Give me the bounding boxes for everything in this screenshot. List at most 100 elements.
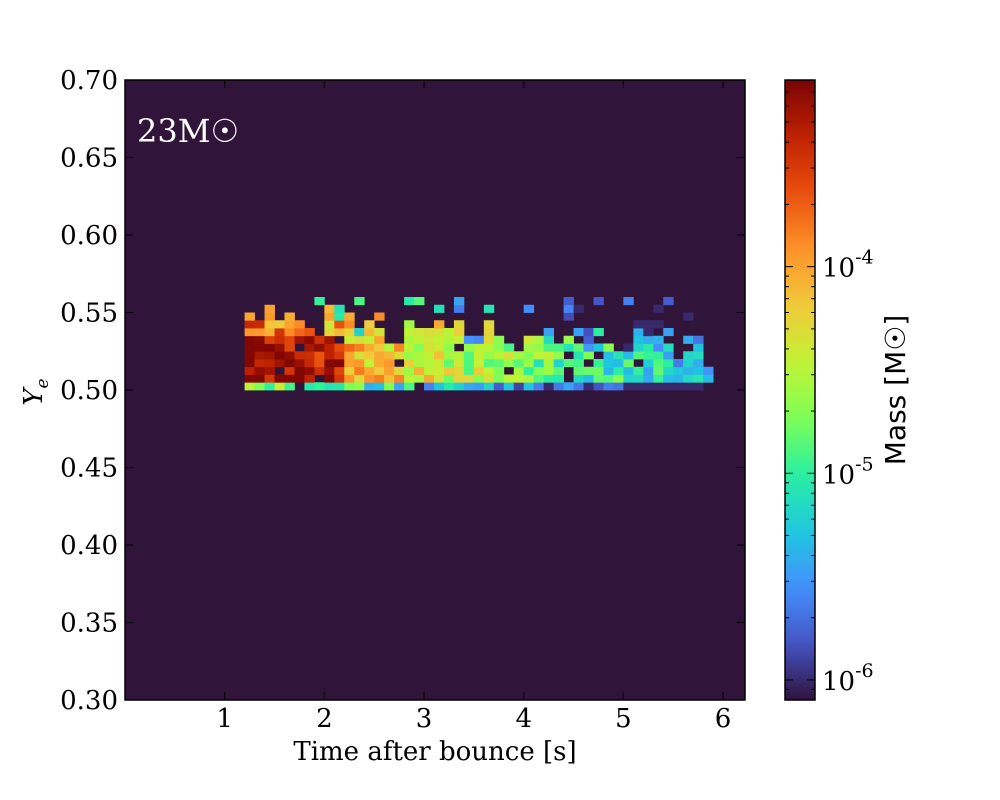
heatmap-cell <box>274 351 285 360</box>
heatmap-cell <box>693 366 704 375</box>
heatmap-cell <box>264 312 275 321</box>
y-tick-label: 0.30 <box>60 686 118 716</box>
heatmap-cell <box>643 382 654 391</box>
heatmap-cell <box>414 359 425 368</box>
heatmap-cell <box>473 359 485 368</box>
heatmap-cell <box>304 328 315 337</box>
heatmap-cell <box>593 366 604 375</box>
heatmap-cell <box>404 382 415 391</box>
heatmap-cell <box>414 297 425 306</box>
heatmap-cell <box>284 374 295 383</box>
heatmap-cell <box>483 374 495 383</box>
heatmap-cell <box>384 351 395 360</box>
heatmap-cell <box>653 359 664 368</box>
heatmap-cell <box>443 374 455 383</box>
heatmap-cell <box>593 328 604 337</box>
heatmap-cell <box>404 320 415 329</box>
heatmap-cell <box>324 382 335 391</box>
heatmap-cell <box>563 312 574 321</box>
colorbar-tick-label: 10-4 <box>822 247 874 284</box>
heatmap-cell <box>404 374 415 383</box>
heatmap-cell <box>563 335 574 344</box>
heatmap-cell <box>274 343 285 352</box>
heatmap-cell <box>483 335 495 344</box>
heatmap-cell <box>483 366 495 375</box>
heatmap-cell <box>254 374 265 383</box>
heatmap-cell <box>673 382 684 391</box>
heatmap-cell <box>673 374 684 383</box>
heatmap-cell <box>274 359 285 368</box>
heatmap-cell <box>603 382 614 391</box>
heatmap-cell <box>344 320 355 329</box>
heatmap-cell <box>304 374 315 383</box>
heatmap-cell <box>254 359 265 368</box>
heatmap-cell <box>603 359 614 368</box>
heatmap-cell <box>643 320 654 329</box>
heatmap-cell <box>443 328 455 337</box>
heatmap-cell <box>593 374 604 383</box>
colorbar-tick-label: 10-5 <box>822 453 874 490</box>
heatmap-cell <box>334 359 345 368</box>
heatmap-cell <box>424 374 435 383</box>
heatmap-cell <box>543 351 555 360</box>
heatmap-cell <box>364 359 375 368</box>
heatmap-cell <box>463 351 475 360</box>
heatmap-cell <box>643 343 654 352</box>
heatmap-cell <box>284 312 295 321</box>
heatmap-cell <box>414 328 425 337</box>
heatmap-cell <box>633 335 644 344</box>
heatmap-cell <box>633 374 644 383</box>
heatmap-cell <box>553 374 564 383</box>
heatmap-cell <box>344 351 355 360</box>
heatmap-cell <box>354 374 365 383</box>
y-tick-label: 0.60 <box>60 221 118 251</box>
heatmap-cell <box>593 343 604 352</box>
heatmap-cell <box>354 297 365 306</box>
heatmap-cell <box>424 343 435 352</box>
heatmap-cell <box>513 351 525 360</box>
heatmap-cell <box>573 382 584 391</box>
heatmap-cell <box>633 351 644 360</box>
heatmap-cell <box>453 297 465 306</box>
heatmap-cell <box>314 366 325 375</box>
heatmap-cell <box>314 297 325 306</box>
heatmap-cell <box>394 382 405 391</box>
heatmap-cell <box>653 304 664 313</box>
heatmap-cell <box>643 359 654 368</box>
x-tick-label: 4 <box>515 704 532 734</box>
heatmap-cell <box>513 366 525 375</box>
heatmap-cell <box>513 374 525 383</box>
heatmap-cell <box>374 335 385 344</box>
heatmap-cell <box>553 366 564 375</box>
y-axis: 0.30 0.35 0.40 0.45 0.50 0.55 0.60 0.65 0.70 <box>60 66 745 716</box>
heatmap-cell <box>294 335 305 344</box>
x-axis: 1 2 3 4 5 6 <box>216 80 731 734</box>
heatmap-cell <box>264 382 275 391</box>
heatmap-cell <box>493 343 505 352</box>
heatmap-cell <box>414 335 425 344</box>
heatmap-cell <box>573 351 584 360</box>
heatmap-cell <box>693 382 704 391</box>
heatmap-cell <box>344 359 355 368</box>
y-tick-label: 0.40 <box>60 531 118 561</box>
heatmap-cell <box>643 335 654 344</box>
heatmap-cell <box>344 335 355 344</box>
heatmap-cell <box>264 328 275 337</box>
heatmap-cell <box>653 382 664 391</box>
heatmap-cell <box>553 351 564 360</box>
heatmap-cell <box>443 343 455 352</box>
heatmap-cell <box>603 366 614 375</box>
heatmap-cell <box>703 374 714 383</box>
heatmap-cell <box>473 351 485 360</box>
heatmap-cell <box>483 328 495 337</box>
heatmap-cell <box>284 366 295 375</box>
heatmap-cell <box>364 382 375 391</box>
heatmap-cell <box>324 320 335 329</box>
heatmap-cell <box>324 366 335 375</box>
heatmap-cell <box>663 359 674 368</box>
heatmap-cell <box>244 343 255 352</box>
x-tick-label: 1 <box>216 704 233 734</box>
heatmap-cell <box>244 366 255 375</box>
heatmap-cell <box>424 351 435 360</box>
heatmap-cell <box>523 382 535 391</box>
